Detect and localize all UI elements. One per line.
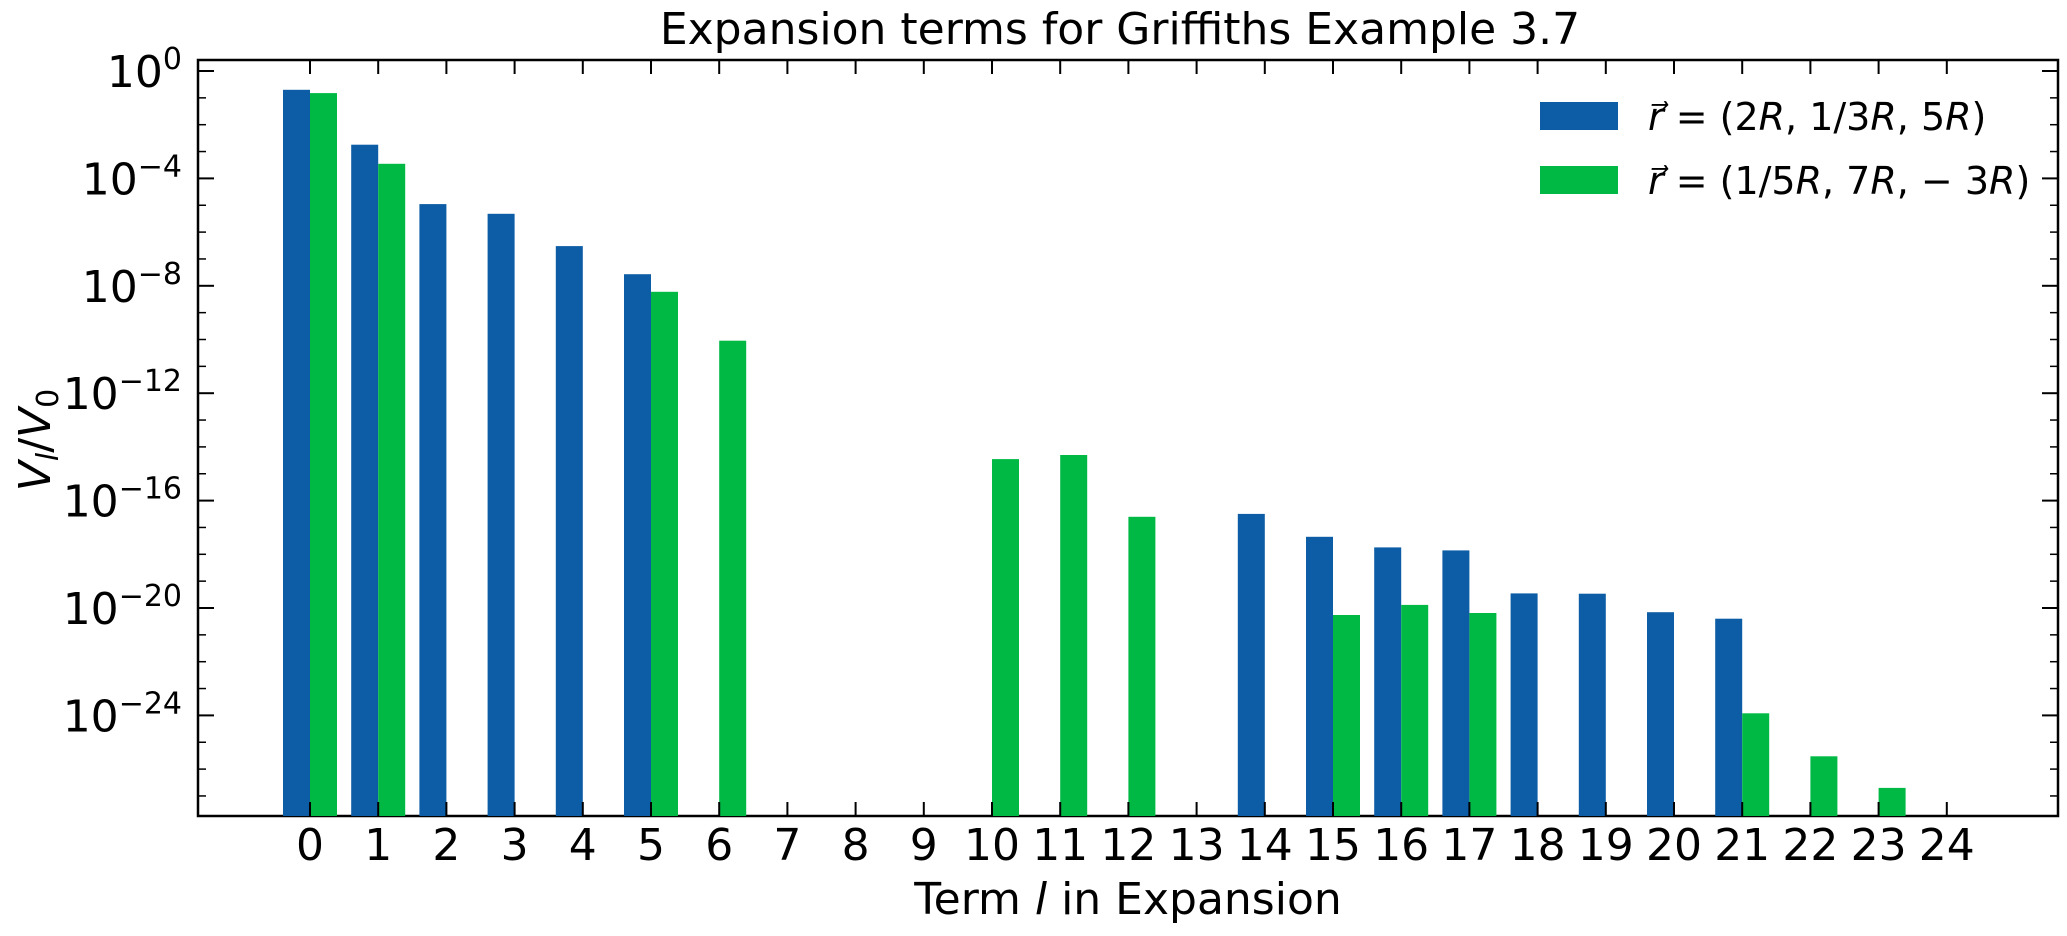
x-tick-label-13: 13 xyxy=(1169,820,1225,871)
bar-series-1-term-12 xyxy=(1128,516,1156,816)
x-tick-label-23: 23 xyxy=(1851,820,1907,871)
bar-series-0-term-14 xyxy=(1237,513,1265,816)
legend-close-0: ) xyxy=(1972,95,1987,139)
x-tick-label-20: 20 xyxy=(1646,820,1702,871)
bar-series-1-term-6 xyxy=(719,340,747,816)
bar-series-0-term-19 xyxy=(1578,593,1606,816)
x-tick-label-22: 22 xyxy=(1782,820,1838,871)
x-tick-label-4: 4 xyxy=(569,820,597,871)
x-tick-label-24: 24 xyxy=(1919,820,1975,871)
ylabel-v0: V xyxy=(10,405,61,438)
bar-series-1-term-23 xyxy=(1878,787,1906,816)
ylabel-slash: / xyxy=(10,438,61,453)
x-tick-label-11: 11 xyxy=(1032,820,1088,871)
ylabel-v: V xyxy=(10,458,61,491)
bar-series-1-term-21 xyxy=(1742,713,1770,816)
legend-label-series-1: r⃗ = (1/5R, 7R, − 3R) xyxy=(1648,159,2030,203)
legend-a-0: , 1/3 xyxy=(1785,95,1870,139)
y-tick-label-−16: 10−16 xyxy=(63,472,182,528)
bar-series-0-term-2 xyxy=(419,204,447,817)
ylabel-sub-0: 0 xyxy=(31,389,66,408)
x-tick-label-21: 21 xyxy=(1714,820,1770,871)
x-tick-label-19: 19 xyxy=(1578,820,1634,871)
x-tick-label-14: 14 xyxy=(1237,820,1293,871)
chart-title: Expansion terms for Griffiths Example 3.… xyxy=(660,4,1580,55)
xlabel-post: in Expansion xyxy=(1047,874,1342,925)
xlabel-var: l xyxy=(1035,874,1048,925)
x-tick-label-8: 8 xyxy=(842,820,870,871)
x-tick-label-9: 9 xyxy=(910,820,938,871)
x-tick-label-5: 5 xyxy=(637,820,665,871)
bar-series-1-term-16 xyxy=(1401,604,1429,816)
legend-r3-0: R xyxy=(1945,95,1971,139)
legend-a-1: , 7 xyxy=(1822,159,1870,203)
legend-r2-0: R xyxy=(1870,95,1896,139)
bar-series-1-term-11 xyxy=(1060,455,1088,816)
y-tick-label-−20: 10−20 xyxy=(63,579,182,635)
y-tick-label-−4: 10−4 xyxy=(82,149,182,205)
x-tick-label-12: 12 xyxy=(1100,820,1156,871)
legend-label-series-0: r⃗ = (2R, 1/3R, 5R) xyxy=(1648,95,1986,139)
legend-r1-1: R xyxy=(1796,159,1822,203)
x-tick-label-17: 17 xyxy=(1441,820,1497,871)
bar-series-0-term-1 xyxy=(351,144,379,816)
bar-series-0-term-16 xyxy=(1374,547,1402,816)
x-tick-label-6: 6 xyxy=(705,820,733,871)
legend-swatch-series-1 xyxy=(1540,166,1618,194)
legend-close-1: ) xyxy=(2015,159,2030,203)
bar-series-1-term-5 xyxy=(651,291,678,816)
bar-series-0-term-20 xyxy=(1647,612,1674,816)
legend-prefix-0: (2 xyxy=(1720,95,1759,139)
bar-series-0-term-3 xyxy=(487,213,515,817)
legend-r2-1: R xyxy=(1870,159,1896,203)
x-tick-label-10: 10 xyxy=(964,820,1020,871)
legend-r1-0: R xyxy=(1759,95,1785,139)
legend-swatch-series-0 xyxy=(1540,102,1618,130)
x-tick-label-3: 3 xyxy=(501,820,529,871)
bar-series-0-term-18 xyxy=(1510,593,1538,816)
y-tick-label-−8: 10−8 xyxy=(82,257,182,313)
x-tick-label-1: 1 xyxy=(364,820,392,871)
bar-series-0-term-0 xyxy=(283,89,310,817)
bars-group xyxy=(283,89,1906,817)
x-tick-label-15: 15 xyxy=(1305,820,1361,871)
bar-series-0-term-5 xyxy=(624,274,651,816)
bar-series-0-term-21 xyxy=(1715,618,1743,816)
x-tick-label-2: 2 xyxy=(432,820,460,871)
xlabel-pre: Term xyxy=(913,874,1035,925)
bar-series-1-term-22 xyxy=(1810,756,1838,816)
y-tick-label-−12: 10−12 xyxy=(63,364,182,420)
bar-series-1-term-10 xyxy=(992,459,1019,816)
x-tick-label-18: 18 xyxy=(1510,820,1566,871)
ylabel-sub-l: l xyxy=(31,452,66,461)
y-axis-label: Vl/V0 xyxy=(10,389,66,491)
legend: r⃗ = (2R, 1/3R, 5R) r⃗ = (1/5R, 7R, − 3R… xyxy=(1540,95,2030,203)
legend-prefix-1: (1/5 xyxy=(1720,159,1796,203)
legend-b-0: , 5 xyxy=(1897,95,1945,139)
bar-series-0-term-17 xyxy=(1442,550,1470,816)
x-tick-label-0: 0 xyxy=(296,820,324,871)
y-tick-label-−24: 10−24 xyxy=(63,686,182,742)
bar-series-0-term-4 xyxy=(555,246,583,817)
x-axis-label: Term l in Expansion xyxy=(913,874,1342,925)
y-tick-label-0: 100 xyxy=(107,42,182,98)
bar-series-1-term-1 xyxy=(378,163,406,817)
ticks-group: 0 1 2 3 4 5 6 7 8 9 10 11 12 13 14 15 16 17 18 19 20 21 22 23 24… xyxy=(63,42,2058,871)
bar-series-1-term-17 xyxy=(1469,613,1497,816)
legend-r3-1: R xyxy=(1989,159,2015,203)
bar-series-1-term-15 xyxy=(1333,615,1360,816)
bar-series-1-term-0 xyxy=(310,93,337,817)
legend-b-1: , − 3 xyxy=(1897,159,1989,203)
x-tick-label-16: 16 xyxy=(1373,820,1429,871)
x-tick-label-7: 7 xyxy=(773,820,801,871)
bar-series-0-term-15 xyxy=(1306,536,1333,816)
